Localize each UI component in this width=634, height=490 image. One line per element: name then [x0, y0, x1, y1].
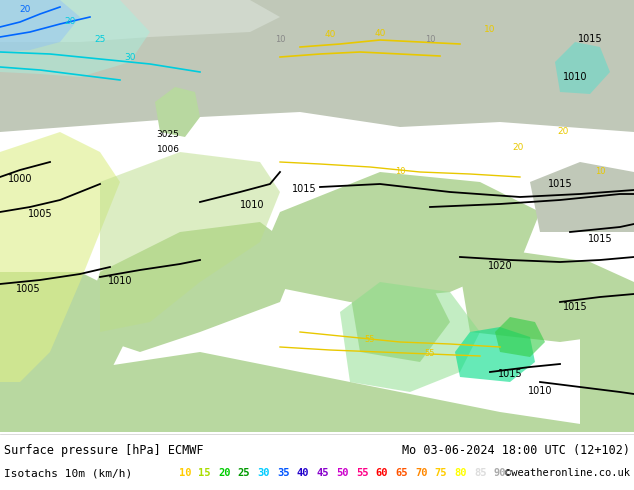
Text: 60: 60	[376, 468, 388, 478]
Text: 1010: 1010	[240, 200, 264, 210]
Text: 10: 10	[484, 25, 496, 34]
Text: 20: 20	[19, 5, 30, 14]
Text: 1015: 1015	[578, 34, 602, 44]
Polygon shape	[0, 0, 120, 82]
Text: 3025: 3025	[157, 130, 179, 139]
Text: 20: 20	[557, 127, 569, 136]
Polygon shape	[230, 232, 285, 302]
Polygon shape	[580, 332, 634, 432]
Text: 70: 70	[415, 468, 427, 478]
Text: 75: 75	[435, 468, 447, 478]
Text: 1015: 1015	[563, 302, 587, 312]
Text: 1020: 1020	[488, 261, 512, 271]
Text: Surface pressure [hPa] ECMWF: Surface pressure [hPa] ECMWF	[4, 443, 204, 457]
Text: 10: 10	[395, 167, 405, 176]
Text: 1015: 1015	[548, 179, 573, 189]
Text: 1010: 1010	[108, 276, 133, 286]
Text: 10: 10	[595, 167, 605, 176]
Polygon shape	[0, 0, 634, 132]
Text: Isotachs 10m (km/h): Isotachs 10m (km/h)	[4, 468, 133, 478]
Text: 1010: 1010	[527, 386, 552, 396]
Polygon shape	[0, 0, 280, 42]
Text: 1000: 1000	[8, 174, 32, 184]
Polygon shape	[0, 352, 634, 432]
Polygon shape	[350, 272, 450, 362]
Text: 30: 30	[124, 53, 136, 62]
Polygon shape	[80, 222, 300, 352]
Polygon shape	[340, 282, 480, 392]
Text: 10: 10	[425, 35, 436, 44]
Polygon shape	[0, 0, 150, 77]
Text: 1010: 1010	[563, 72, 587, 82]
Polygon shape	[100, 152, 280, 332]
Text: 25: 25	[94, 35, 106, 44]
Polygon shape	[455, 327, 535, 382]
Polygon shape	[155, 87, 200, 137]
Text: 1015: 1015	[498, 369, 522, 379]
Text: 1005: 1005	[28, 209, 53, 219]
Text: 40: 40	[297, 468, 309, 478]
Polygon shape	[555, 42, 610, 94]
Polygon shape	[460, 252, 634, 342]
Text: 40: 40	[374, 29, 385, 38]
Text: 1015: 1015	[292, 184, 316, 194]
Text: 80: 80	[455, 468, 467, 478]
Polygon shape	[0, 272, 130, 432]
Text: 1005: 1005	[16, 284, 41, 294]
Text: 20: 20	[64, 17, 75, 26]
Text: 10: 10	[275, 35, 285, 44]
Text: 35: 35	[277, 468, 290, 478]
Text: ©weatheronline.co.uk: ©weatheronline.co.uk	[505, 468, 630, 478]
Text: 20: 20	[218, 468, 231, 478]
Text: 10: 10	[179, 468, 191, 478]
Text: 55: 55	[425, 349, 436, 358]
Polygon shape	[0, 132, 120, 382]
Polygon shape	[495, 317, 545, 357]
Text: 55: 55	[356, 468, 368, 478]
Polygon shape	[250, 172, 540, 302]
Text: 65: 65	[396, 468, 408, 478]
Text: 40: 40	[325, 30, 335, 39]
Text: 85: 85	[474, 468, 487, 478]
Text: 55: 55	[365, 335, 375, 344]
Text: 1006: 1006	[157, 145, 179, 154]
Text: 90: 90	[494, 468, 507, 478]
Polygon shape	[0, 0, 80, 52]
Text: 1015: 1015	[588, 234, 612, 244]
Text: 25: 25	[238, 468, 250, 478]
Text: 30: 30	[257, 468, 270, 478]
Text: 45: 45	[316, 468, 329, 478]
Text: 20: 20	[512, 143, 524, 152]
Polygon shape	[530, 162, 634, 232]
Text: 50: 50	[336, 468, 349, 478]
Text: Mo 03-06-2024 18:00 UTC (12+102): Mo 03-06-2024 18:00 UTC (12+102)	[402, 443, 630, 457]
Text: 15: 15	[198, 468, 211, 478]
